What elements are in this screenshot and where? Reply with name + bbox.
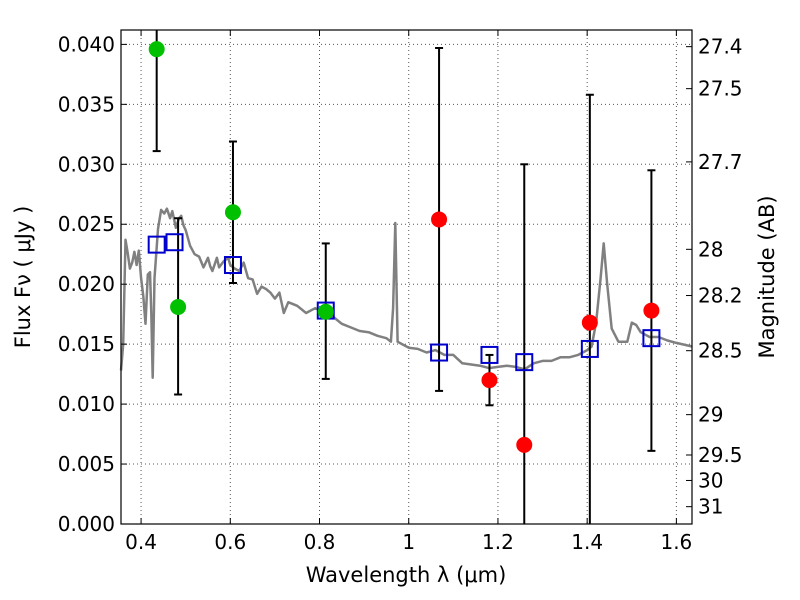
right-tick-label: 30 bbox=[698, 468, 723, 492]
right-tick-label: 27.5 bbox=[698, 77, 743, 101]
y-tick-label: 0.030 bbox=[58, 152, 115, 176]
model-flux-box bbox=[147, 235, 166, 254]
model-flux-box bbox=[580, 339, 599, 358]
model-flux-box bbox=[223, 256, 242, 275]
sed-layer bbox=[119, 207, 693, 379]
tick-label-layer: 0.4 0.6 0.8 1 1.2 1.4 1.6 0.000 0.005 0.010 0.015 0… bbox=[58, 32, 743, 554]
right-tick-label: 27.7 bbox=[698, 150, 743, 174]
right-tick-label: 29.5 bbox=[698, 443, 743, 467]
y-tick-label: 0.040 bbox=[58, 32, 115, 56]
y-tick-label: 0.010 bbox=[58, 392, 115, 416]
right-tick-label: 31 bbox=[698, 495, 723, 519]
model-flux-box bbox=[165, 233, 184, 252]
y-axis-title: Flux Fν ( μJy ) bbox=[11, 206, 35, 349]
x-tick-label: 0.8 bbox=[304, 530, 336, 554]
optical-flux-point bbox=[170, 298, 187, 315]
optical-flux-point bbox=[224, 204, 241, 221]
model-flux-box bbox=[430, 343, 449, 362]
right-tick-label: 29 bbox=[698, 403, 723, 427]
right-tick-label: 28.5 bbox=[698, 339, 743, 363]
model-flux-box bbox=[642, 329, 661, 348]
sed-template-line bbox=[119, 207, 693, 379]
model-flux-box bbox=[515, 353, 534, 372]
right-tick-label: 28.2 bbox=[698, 284, 743, 308]
model-flux-box bbox=[480, 345, 499, 364]
y-tick-label: 0.015 bbox=[58, 332, 115, 356]
x-tick-label: 1 bbox=[402, 530, 415, 554]
right-axis-title: Magnitude (AB) bbox=[755, 195, 779, 358]
x-axis-title: Wavelength λ (μm) bbox=[306, 563, 507, 587]
nir-flux-point bbox=[481, 372, 498, 389]
error-bar-layer bbox=[152, 30, 656, 524]
x-tick-label: 1.6 bbox=[660, 530, 692, 554]
x-tick-label: 0.6 bbox=[214, 530, 246, 554]
y-tick-label: 0.025 bbox=[58, 212, 115, 236]
right-tick-label: 27.4 bbox=[698, 35, 743, 59]
nir-flux-point bbox=[643, 302, 660, 319]
x-tick-label: 1.2 bbox=[482, 530, 514, 554]
y-tick-label: 0.020 bbox=[58, 272, 115, 296]
nir-flux-point bbox=[581, 314, 598, 331]
model-box-layer bbox=[147, 233, 661, 372]
nir-flux-point bbox=[431, 211, 448, 228]
nir-flux-point bbox=[516, 436, 533, 453]
tick-layer bbox=[121, 30, 692, 525]
optical-flux-point bbox=[317, 303, 334, 320]
y-tick-label: 0.035 bbox=[58, 92, 115, 116]
right-tick-label: 28 bbox=[698, 237, 723, 261]
x-tick-label: 0.4 bbox=[125, 530, 157, 554]
plot-frame bbox=[120, 29, 693, 525]
y-tick-label: 0.005 bbox=[58, 452, 115, 476]
optical-flux-point bbox=[148, 41, 165, 58]
flux-point-layer bbox=[148, 41, 660, 453]
y-tick-label: 0.000 bbox=[58, 512, 115, 536]
x-tick-label: 1.4 bbox=[571, 530, 603, 554]
